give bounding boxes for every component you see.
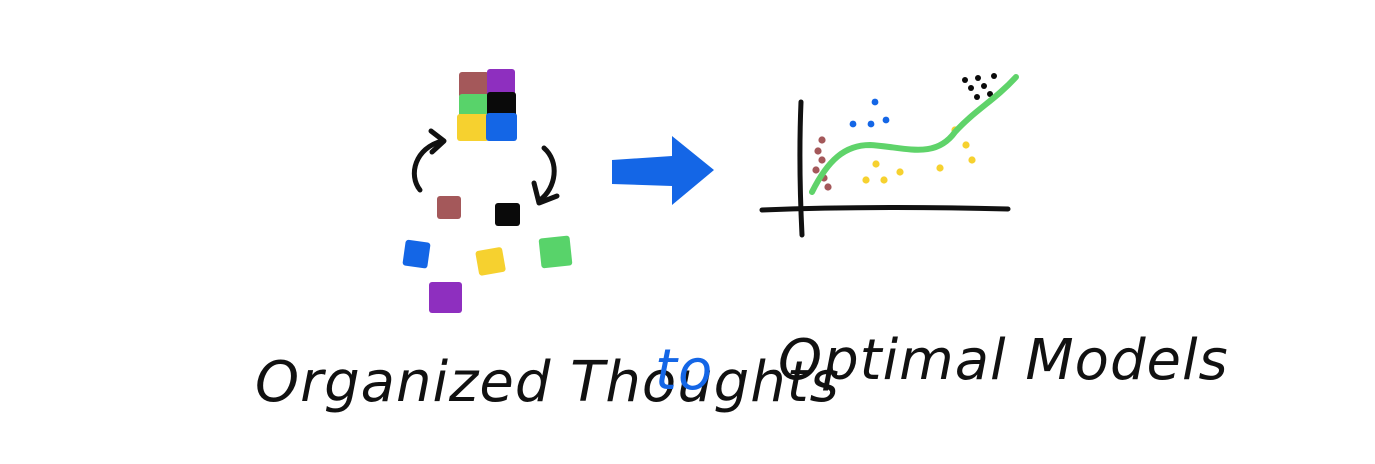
grid-square-yellow: [457, 114, 489, 141]
scatter-cluster-yellow: [862, 126, 976, 184]
cycle-arrow-right-icon: [537, 145, 557, 203]
plot-axes: [759, 99, 1011, 238]
scattered-square-yellow: [475, 247, 506, 276]
organized-square-grid: [457, 69, 517, 141]
cycle-arrow-left-head-icon: [428, 128, 447, 155]
caption-organized-thoughts: Organized Thoughts: [255, 350, 840, 415]
scattered-squares: [402, 196, 573, 313]
scatter-cluster-black: [962, 73, 997, 100]
scatter-points: [812, 73, 997, 191]
cycle-arrow-left-icon: [411, 138, 445, 193]
scatter-cluster-blue: [849, 98, 890, 128]
scattered-square-blue: [402, 239, 431, 269]
scatter-cluster-brown: [812, 136, 832, 191]
fitted-curve: [809, 74, 1019, 195]
scattered-square-brown: [437, 196, 461, 219]
caption-to: to: [655, 338, 714, 403]
grid-square-purple: [487, 69, 515, 97]
right-arrow-icon: [612, 136, 714, 205]
scattered-square-purple: [429, 282, 462, 313]
grid-square-green: [459, 94, 489, 118]
scattered-square-green: [538, 235, 573, 269]
cycle-arrows: [411, 128, 560, 206]
scattered-square-black: [495, 203, 520, 226]
grid-square-blue: [486, 113, 517, 141]
caption-optimal-models: Optimal Models: [778, 328, 1229, 393]
plot-x-axis: [759, 205, 1011, 213]
grid-square-black: [487, 92, 516, 118]
cycle-arrow-right-head-icon: [531, 180, 560, 206]
grid-square-brown: [459, 72, 489, 98]
plot-y-axis: [797, 99, 805, 238]
